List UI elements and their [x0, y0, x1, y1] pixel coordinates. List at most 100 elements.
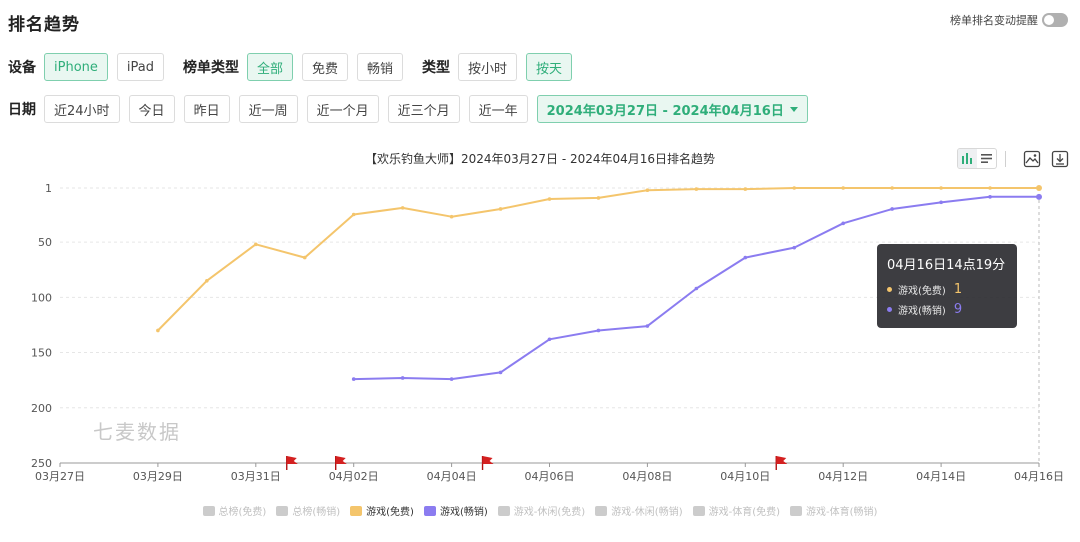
date-range-picker[interactable]: 2024年03月27日 - 2024年04月16日: [536, 95, 808, 123]
data-point: [645, 188, 650, 193]
event-flag-icon[interactable]: [286, 456, 298, 470]
event-flag-icon[interactable]: [775, 456, 788, 470]
tooltip-value-free: 1: [953, 281, 963, 297]
list-type-free-button[interactable]: 免费: [302, 53, 349, 81]
x-tick-label: 03月27日: [35, 470, 85, 483]
legend-swatch: [276, 505, 289, 516]
page-title: 排名趋势: [8, 15, 80, 35]
y-tick-label: 1: [45, 182, 52, 195]
data-point: [694, 187, 699, 191]
chart-toolbar: [957, 148, 1070, 169]
legend-item[interactable]: 游戏-休闲(畅销): [595, 503, 683, 518]
data-point: [205, 278, 209, 283]
filter-row-device-type: 设备 iPhone iPad 榜单类型 全部 免费 畅销 类型 按小时 按天: [8, 53, 581, 81]
list-type-grossing-button[interactable]: 畅销: [357, 53, 404, 81]
data-point: [498, 207, 503, 211]
list-type-label: 榜单类型: [182, 60, 239, 76]
chart-tooltip: 04月16日14点19分 游戏(免费) 1 游戏(畅销) 9: [877, 244, 1017, 328]
type-label: 类型: [422, 60, 451, 76]
data-point: [792, 186, 797, 190]
data-point: [547, 197, 552, 201]
x-tick-label: 04月12日: [818, 470, 868, 483]
data-point: [939, 186, 943, 190]
date-year-button[interactable]: 近一年: [468, 95, 528, 123]
legend-item[interactable]: 总榜(免费): [202, 503, 266, 518]
data-point: [547, 337, 552, 342]
x-tick-label: 03月29日: [133, 470, 183, 483]
data-point: [890, 186, 894, 190]
legend-swatch: [595, 505, 608, 516]
event-flag-icon[interactable]: [481, 456, 494, 470]
bar-chart-icon[interactable]: [958, 149, 977, 168]
legend-swatch: [423, 505, 436, 516]
data-point: [988, 186, 992, 190]
tooltip-title: 04月16日14点19分: [887, 258, 1006, 273]
data-point: [1036, 193, 1042, 200]
date-today-button[interactable]: 今日: [128, 95, 175, 123]
x-tick-label: 04月02日: [329, 470, 379, 483]
x-tick-label: 04月06日: [525, 470, 575, 483]
legend-label: 游戏-休闲(免费): [513, 507, 586, 518]
tooltip-label-free: 游戏(免费): [898, 285, 946, 297]
rank-alert-label: 榜单排名变动提醒: [950, 14, 1038, 27]
legend-item[interactable]: 总榜(畅销): [276, 503, 340, 518]
legend-swatch: [790, 505, 803, 516]
download-icon[interactable]: [1050, 149, 1070, 169]
device-ipad-button[interactable]: iPad: [116, 53, 164, 81]
x-tick-label: 04月10日: [720, 470, 770, 483]
tooltip-dot-free: [887, 286, 892, 292]
filter-row-date: 日期 近24小时 今日 昨日 近一周 近一个月 近三个月 近一年 2024年03…: [8, 95, 817, 123]
date-week-button[interactable]: 近一周: [238, 95, 298, 123]
chart-legend: 总榜(免费) 总榜(畅销) 游戏(免费) 游戏(畅销) 游戏-休闲(免费) 游戏-休闲(畅…: [0, 503, 1080, 518]
data-point: [596, 196, 601, 200]
legend-item[interactable]: 游戏-休闲(免费): [497, 503, 586, 518]
event-flag-icon[interactable]: [335, 456, 347, 470]
legend-swatch: [692, 505, 705, 516]
legend-item[interactable]: 游戏-体育(免费): [692, 503, 781, 518]
rank-alert-toggle[interactable]: [1042, 13, 1068, 27]
legend-label: 游戏(免费): [366, 507, 414, 518]
save-image-icon[interactable]: [1022, 149, 1042, 169]
data-point: [841, 221, 845, 226]
data-point: [351, 212, 356, 217]
date-3months-button[interactable]: 近三个月: [387, 95, 460, 123]
date-24h-button[interactable]: 近24小时: [44, 95, 120, 123]
legend-item[interactable]: 游戏-体育(畅销): [790, 503, 877, 518]
rank-alert-control: 榜单排名变动提醒: [950, 12, 1068, 28]
tooltip-row-free: 游戏(免费) 1: [887, 279, 1007, 299]
legend-item[interactable]: 游戏(免费): [350, 503, 414, 518]
type-hourly-button[interactable]: 按小时: [458, 53, 518, 81]
legend-label: 游戏-休闲(畅销): [611, 507, 683, 518]
y-tick-label: 100: [31, 291, 52, 304]
chart-view-toggle: [957, 148, 997, 169]
legend-swatch: [202, 505, 215, 516]
rank-trend-chart: 1 50 100 150 200 250 03月27日 03月29日 03月31日 04月02日 0…: [0, 140, 1080, 542]
y-tick-label: 200: [31, 402, 52, 415]
y-tick-label: 250: [31, 457, 52, 470]
x-tick-label: 04月04日: [427, 470, 477, 483]
x-tick-label: 04月14日: [916, 470, 966, 483]
legend-label: 总榜(畅销): [292, 507, 341, 518]
device-iphone-button[interactable]: iPhone: [44, 53, 108, 81]
list-icon[interactable]: [977, 149, 996, 168]
data-point: [694, 286, 699, 291]
data-point: [449, 377, 454, 381]
date-range-text: 2024年03月27日 - 2024年04月16日: [546, 103, 784, 119]
chart-title: 【欢乐钓鱼大师】2024年03月27日 - 2024年04月16日排名趋势: [364, 152, 716, 166]
type-daily-button[interactable]: 按天: [526, 53, 573, 81]
legend-label: 游戏-体育(免费): [708, 507, 781, 518]
data-point: [596, 328, 601, 333]
date-yesterday-button[interactable]: 昨日: [183, 95, 230, 123]
data-point: [254, 242, 258, 247]
device-label: 设备: [8, 60, 36, 76]
data-point: [1036, 185, 1042, 191]
data-point: [156, 328, 160, 333]
x-tick-label: 04月08日: [622, 470, 672, 483]
x-tick-label: 03月31日: [231, 470, 281, 483]
legend-item[interactable]: 游戏(畅销): [423, 503, 488, 518]
y-tick-label: 50: [38, 236, 52, 249]
list-type-all-button[interactable]: 全部: [246, 53, 293, 81]
toolbar-divider: [1005, 150, 1006, 167]
date-month-button[interactable]: 近一个月: [306, 95, 379, 123]
data-point: [351, 377, 356, 381]
